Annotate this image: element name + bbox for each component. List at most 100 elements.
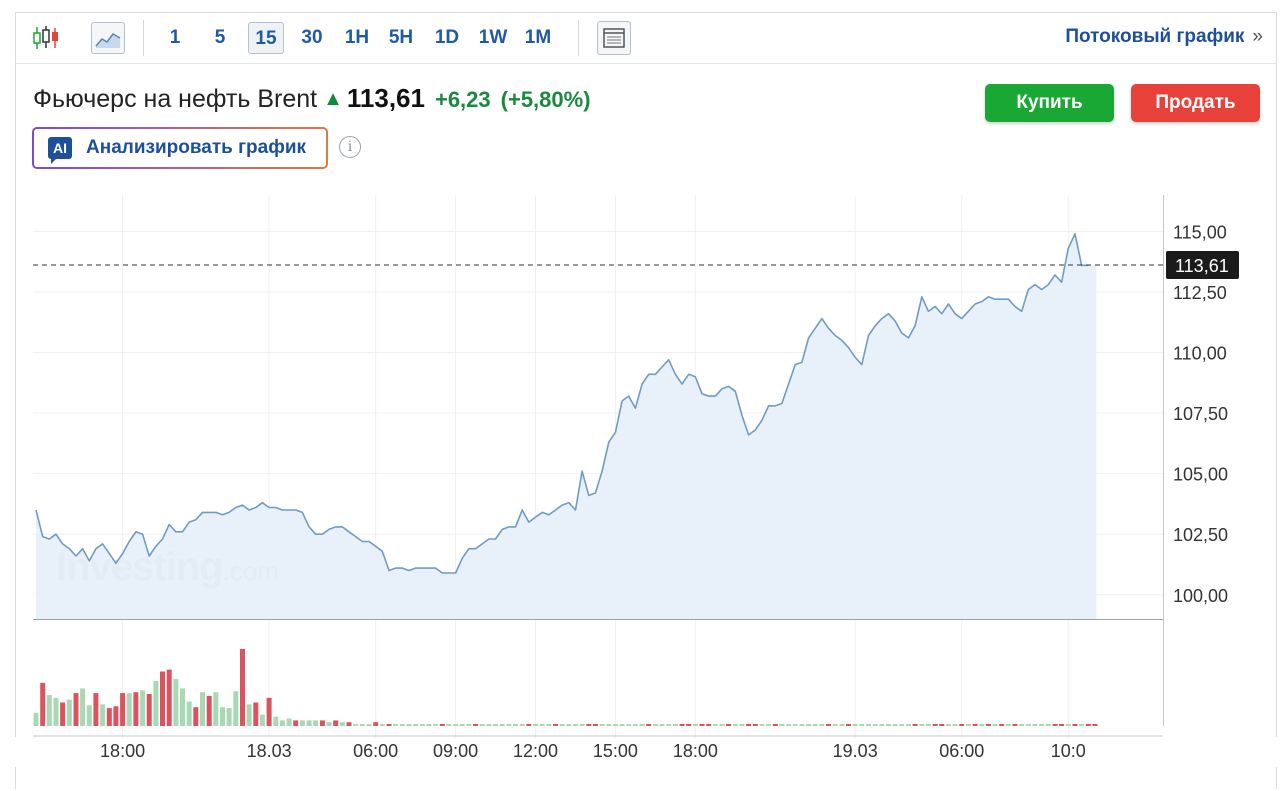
volume-bar: [399, 724, 405, 726]
volume-bar: [533, 724, 538, 726]
volume-bar: [333, 720, 339, 726]
x-tick-label: 15:00: [593, 741, 638, 761]
analyze-chart-button[interactable]: AI Анализировать график: [32, 127, 328, 169]
volume-bar: [466, 724, 472, 726]
volume-bar: [639, 724, 645, 726]
timeframe-5h[interactable]: 5H: [388, 27, 414, 48]
timeframe-1h[interactable]: 1H: [344, 27, 370, 48]
volume-bar: [259, 714, 265, 726]
volume-bar: [233, 691, 239, 726]
volume-bar: [493, 724, 498, 726]
volume-bar: [1085, 724, 1091, 726]
volume-bar: [513, 724, 518, 726]
volume-bar: [879, 724, 885, 726]
volume-bar: [652, 724, 658, 726]
volume-bar: [759, 724, 765, 726]
volume-bar: [732, 724, 738, 726]
price-change: +6,23: [434, 87, 491, 112]
volume-bar: [1019, 724, 1025, 726]
buy-button[interactable]: Купить: [985, 84, 1114, 122]
sell-button[interactable]: Продать: [1131, 84, 1260, 122]
volume-bar: [939, 724, 945, 726]
volume-bar: [319, 720, 325, 726]
instrument-name: Фьючерс на нефть Brent: [33, 85, 318, 113]
timeframe-1[interactable]: 1: [169, 27, 181, 48]
volume-bar: [812, 724, 818, 726]
volume-bar: [206, 695, 212, 726]
layout-icon[interactable]: [597, 21, 631, 55]
volume-bar: [779, 724, 785, 726]
volume-bar: [792, 724, 798, 726]
y-tick-label: 107,50: [1173, 404, 1228, 424]
volume-bar: [965, 724, 971, 726]
volume-bar: [672, 724, 678, 726]
volume-bar: [406, 724, 412, 726]
volume-bar: [453, 724, 459, 726]
volume-bar: [712, 724, 718, 726]
volume-bar: [932, 724, 938, 726]
y-tick-label: 102,50: [1173, 525, 1228, 545]
volume-bar: [919, 724, 925, 726]
volume-bar: [93, 693, 99, 726]
volume-bar: [306, 720, 312, 726]
volume-bar: [1079, 724, 1085, 726]
volume-bar: [719, 724, 725, 726]
info-icon[interactable]: i: [339, 136, 361, 158]
stream-chart-link[interactable]: Потоковый график »: [1065, 26, 1263, 48]
volume-bar: [120, 693, 126, 726]
price-line: [35, 233, 1089, 574]
volume-bar: [180, 688, 185, 726]
volume-bar: [193, 707, 199, 726]
volume-bar: [592, 724, 598, 726]
timeframe-30[interactable]: 30: [301, 27, 323, 48]
volume-bar: [359, 724, 365, 726]
volume-bar: [220, 707, 225, 726]
candlestick-icon[interactable]: [29, 22, 63, 54]
timeframe-1m[interactable]: 1M: [524, 27, 552, 48]
volume-bar: [872, 724, 878, 726]
volume-bar: [1012, 724, 1018, 726]
volume-bar: [819, 724, 825, 726]
volume-bar: [999, 724, 1005, 726]
timeframe-5[interactable]: 5: [214, 27, 226, 48]
volume-bar: [952, 724, 958, 726]
volume-bar: [1025, 724, 1031, 726]
volume-bar: [606, 724, 612, 726]
volume-bar: [126, 693, 132, 726]
volume-bar: [499, 724, 505, 726]
timeframe-15[interactable]: 15: [248, 22, 284, 54]
volume-bar: [659, 724, 665, 726]
volume-bar: [1005, 724, 1011, 726]
volume-bar: [1052, 724, 1058, 726]
area-chart-icon[interactable]: [91, 22, 125, 54]
volume-bar: [273, 716, 279, 726]
x-tick-label: 09:00: [433, 741, 478, 761]
volume-bar: [739, 724, 745, 726]
volume-bar: [566, 724, 572, 726]
volume-bar: [632, 724, 638, 726]
toolbar-divider: [578, 20, 579, 56]
volume-bar: [373, 722, 379, 726]
volume-bar: [293, 720, 299, 726]
y-tick-label: 115,00: [1173, 222, 1227, 242]
x-tick-label: 18:00: [100, 741, 145, 761]
volume-bar: [1032, 724, 1038, 726]
volume-bar: [393, 724, 399, 726]
volume-bar: [1059, 724, 1065, 726]
timeframe-1d[interactable]: 1D: [434, 27, 460, 48]
volume-bar: [473, 724, 479, 726]
x-tick-label: 12:00: [513, 741, 558, 761]
x-tick-label: 18:00: [673, 741, 718, 761]
volume-bar: [539, 724, 545, 726]
volume-bar: [173, 679, 179, 726]
instrument-header: Фьючерс на нефть Brent ▲ 113,61 +6,23 (+5,80…: [33, 83, 591, 114]
volume-bar: [1045, 724, 1051, 726]
timeframe-1w[interactable]: 1W: [478, 27, 508, 48]
volume-bar: [899, 724, 905, 726]
volume-bar: [146, 694, 152, 726]
volume-bar: [186, 701, 192, 726]
last-price-label-box: [1166, 251, 1239, 280]
volume-bar: [339, 722, 345, 726]
volume-bar: [559, 724, 565, 726]
